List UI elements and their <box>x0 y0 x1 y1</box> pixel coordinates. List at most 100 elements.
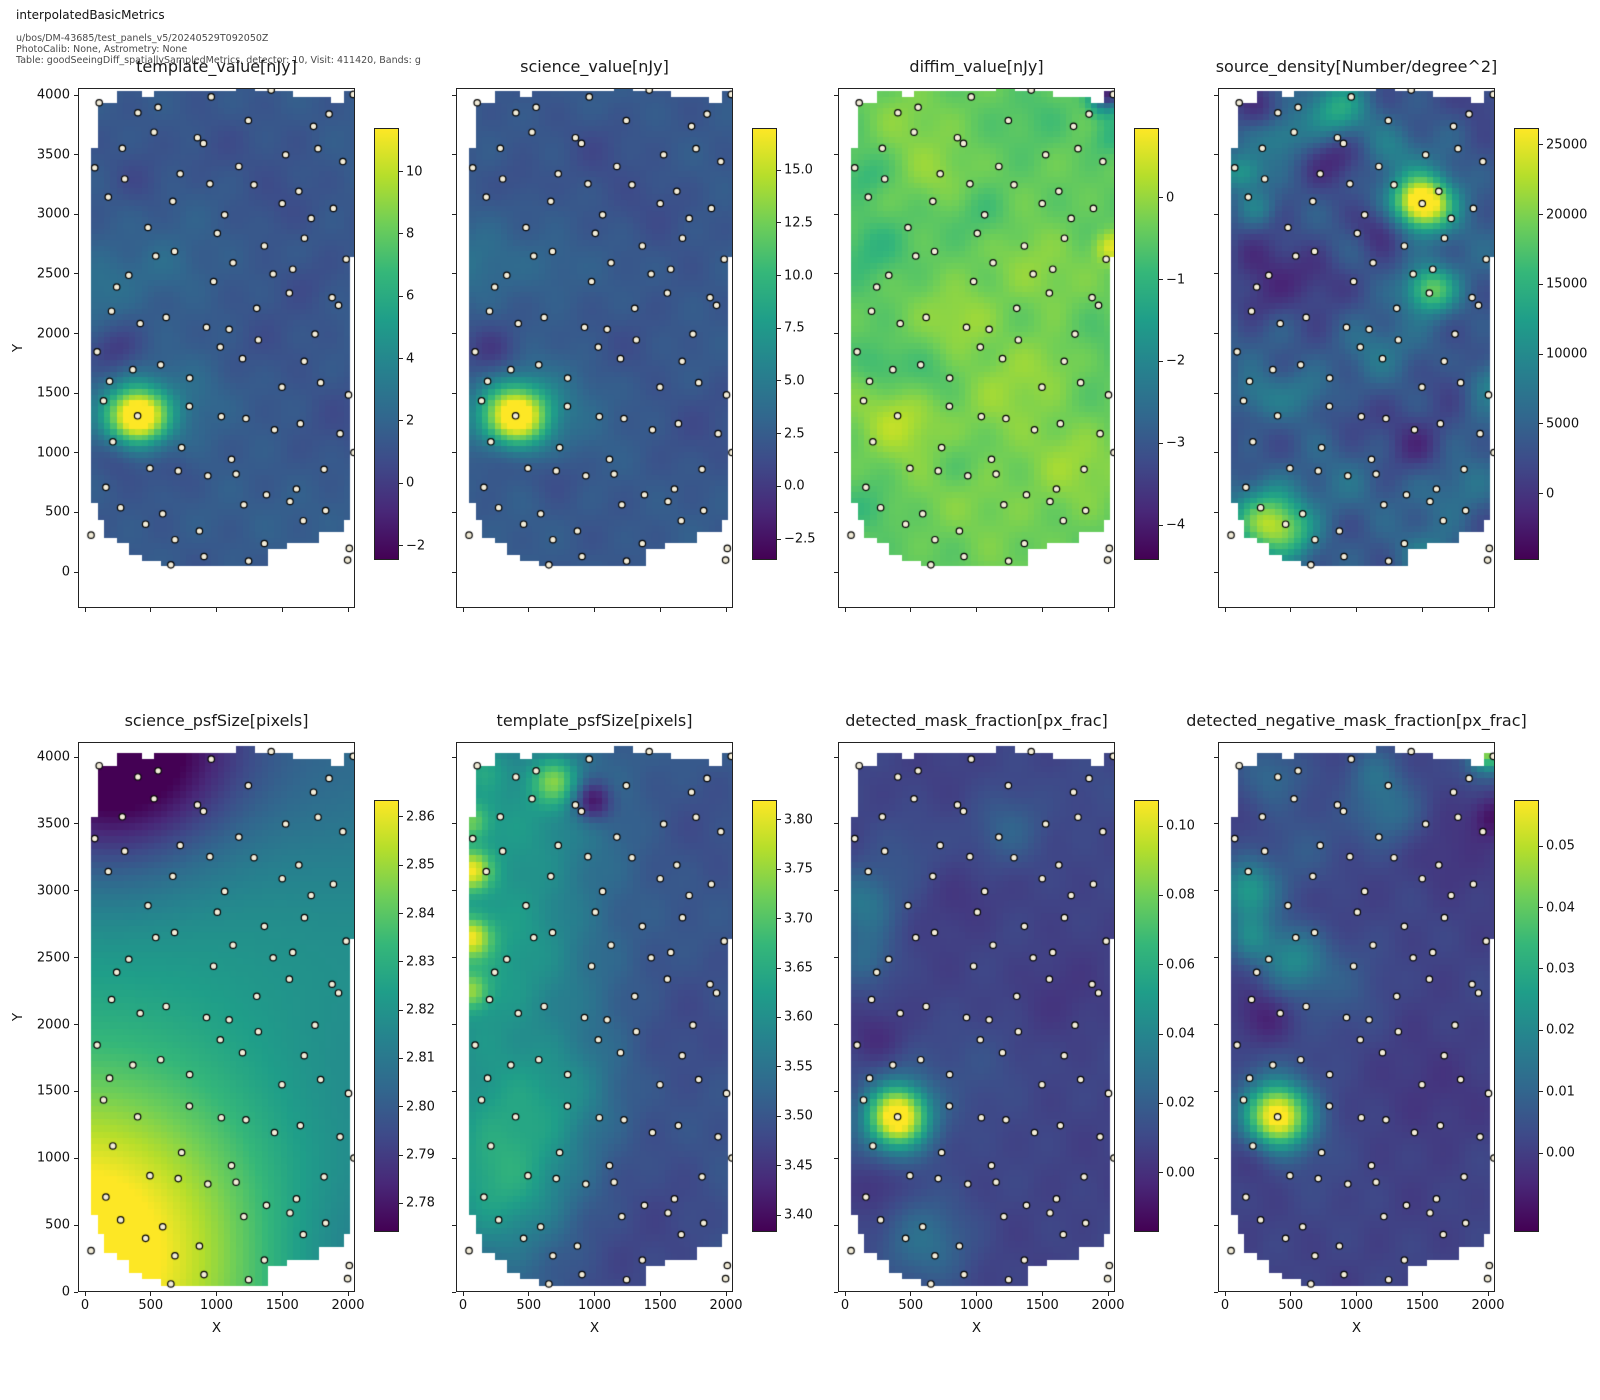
colorbar-tick-label: 0.03 <box>1546 961 1575 977</box>
x-tick-mark <box>594 1292 595 1296</box>
colorbar-tick-label: 3.60 <box>784 1009 813 1025</box>
x-tick-label: 1000 <box>959 1298 994 1313</box>
colorbar-tick-mark <box>399 1154 403 1156</box>
colorbar-tick-label: 5000 <box>1546 416 1580 432</box>
y-axis-label: Y <box>10 343 26 353</box>
colorbar-tick-label: 0.00 <box>1166 1165 1195 1181</box>
y-tick-mark <box>452 823 456 825</box>
y-tick-mark <box>834 333 838 334</box>
colorbar-tick-mark <box>1539 283 1543 285</box>
colorbar-tick-mark <box>1159 279 1163 281</box>
y-tick-label: 2000 <box>36 326 70 341</box>
colorbar-tick-label: 25000 <box>1546 137 1588 153</box>
x-tick-mark <box>659 1292 661 1296</box>
colorbar-tick-mark <box>399 864 403 866</box>
colorbar-tick-mark <box>399 816 403 818</box>
x-tick-label: 1500 <box>1405 1298 1439 1313</box>
y-tick-mark <box>74 1157 78 1159</box>
y-tick-mark <box>74 571 78 573</box>
y-tick-mark <box>834 213 838 215</box>
x-axis-label: X <box>589 1320 600 1336</box>
colorbar-tick-mark <box>399 1009 403 1011</box>
panel-detected_negative_mask_fraction <box>1218 742 1495 1292</box>
colorbar-tick-label: 0.06 <box>1166 957 1195 973</box>
x-tick-mark <box>1290 1292 1292 1296</box>
x-tick-mark <box>1290 608 1292 612</box>
y-tick-mark <box>74 333 78 334</box>
x-tick-mark <box>1041 608 1043 612</box>
colorbar-source_density <box>1514 128 1539 560</box>
y-tick-mark <box>1214 890 1218 892</box>
colorbar-tick-label: 3.40 <box>784 1207 813 1223</box>
colorbar-tick-mark <box>777 222 781 224</box>
colorbar-tick-mark <box>399 545 403 547</box>
panel-title-template_psfSize: template_psfSize[pixels] <box>496 711 693 730</box>
y-tick-mark <box>74 890 78 892</box>
colorbar-science_value <box>752 128 777 560</box>
colorbar-tick-mark <box>399 961 403 963</box>
colorbar-tick-label: 10 <box>406 164 423 180</box>
colorbar-tick-mark <box>399 1057 403 1059</box>
colorbar-tick-mark <box>1539 845 1543 847</box>
colorbar-tick-label: 2.82 <box>406 1002 435 1018</box>
y-tick-label: 0 <box>61 564 70 580</box>
y-tick-label: 1500 <box>36 1083 70 1099</box>
x-tick-label: 1500 <box>1025 1298 1059 1313</box>
x-tick-label: 500 <box>138 1298 164 1313</box>
colorbar-tick-mark <box>1159 1102 1163 1104</box>
colorbar-tick-mark <box>777 1115 781 1117</box>
colorbar-tick-mark <box>777 1016 781 1018</box>
colorbar-science_psfSize <box>374 800 399 1232</box>
x-axis-label: X <box>1351 1320 1362 1336</box>
y-tick-mark <box>452 333 456 334</box>
y-tick-mark <box>74 1024 78 1025</box>
y-tick-mark <box>74 1224 78 1226</box>
heatmap-diffim_value <box>839 89 1114 607</box>
panel-title-source_density: source_density[Number/degree^2] <box>1215 57 1498 76</box>
colorbar-tick-mark <box>399 233 403 235</box>
panel-title-science_psfSize: science_psfSize[pixels] <box>124 711 309 730</box>
colorbar-tick-label: 3.50 <box>784 1108 813 1124</box>
x-tick-mark <box>150 1292 152 1296</box>
colorbar-tick-label: 12.5 <box>784 215 813 231</box>
heatmap-detected_negative_mask_fraction <box>1219 743 1494 1291</box>
colorbar-tick-label: 3.80 <box>784 812 813 828</box>
y-tick-label: 4000 <box>36 87 70 103</box>
x-tick-label: 2000 <box>1471 1298 1505 1313</box>
y-tick-label: 500 <box>45 1217 70 1233</box>
x-tick-mark <box>844 608 846 612</box>
colorbar-tick-mark <box>777 1066 781 1068</box>
y-tick-mark <box>834 1224 838 1226</box>
y-tick-mark <box>1214 957 1218 959</box>
x-tick-label: 0 <box>1220 1298 1230 1313</box>
y-tick-mark <box>74 511 78 513</box>
y-tick-label: 0 <box>61 1284 70 1300</box>
colorbar-tick-label: 0.00 <box>1546 1145 1575 1161</box>
x-axis-label: X <box>971 1320 982 1336</box>
heatmap-template_psfSize <box>457 743 732 1291</box>
colorbar-tick-mark <box>1159 442 1163 444</box>
x-tick-label: 2000 <box>709 1298 743 1313</box>
y-tick-mark <box>74 213 78 215</box>
y-tick-mark <box>452 1157 456 1159</box>
colorbar-tick-mark <box>399 482 403 484</box>
colorbar-tick-label: −2 <box>406 538 426 554</box>
x-tick-label: 500 <box>898 1298 924 1313</box>
y-tick-mark <box>834 890 838 892</box>
y-tick-mark <box>1214 94 1218 96</box>
y-tick-label: 2000 <box>36 1017 70 1032</box>
x-tick-mark <box>84 608 86 612</box>
colorbar-template_psfSize <box>752 800 777 1232</box>
colorbar-tick-label: 5.0 <box>784 373 805 389</box>
colorbar-tick-label: 0.04 <box>1166 1026 1195 1042</box>
y-tick-mark <box>452 1090 456 1092</box>
y-tick-mark <box>1214 1224 1218 1226</box>
colorbar-tick-label: 2.86 <box>406 809 435 825</box>
colorbar-tick-label: −3 <box>1166 435 1186 451</box>
x-tick-mark <box>1224 1292 1226 1296</box>
colorbar-tick-mark <box>399 295 403 297</box>
x-tick-mark <box>976 608 977 612</box>
colorbar-tick-mark <box>777 967 781 969</box>
panel-science_value <box>456 88 733 608</box>
y-tick-mark <box>834 756 838 758</box>
